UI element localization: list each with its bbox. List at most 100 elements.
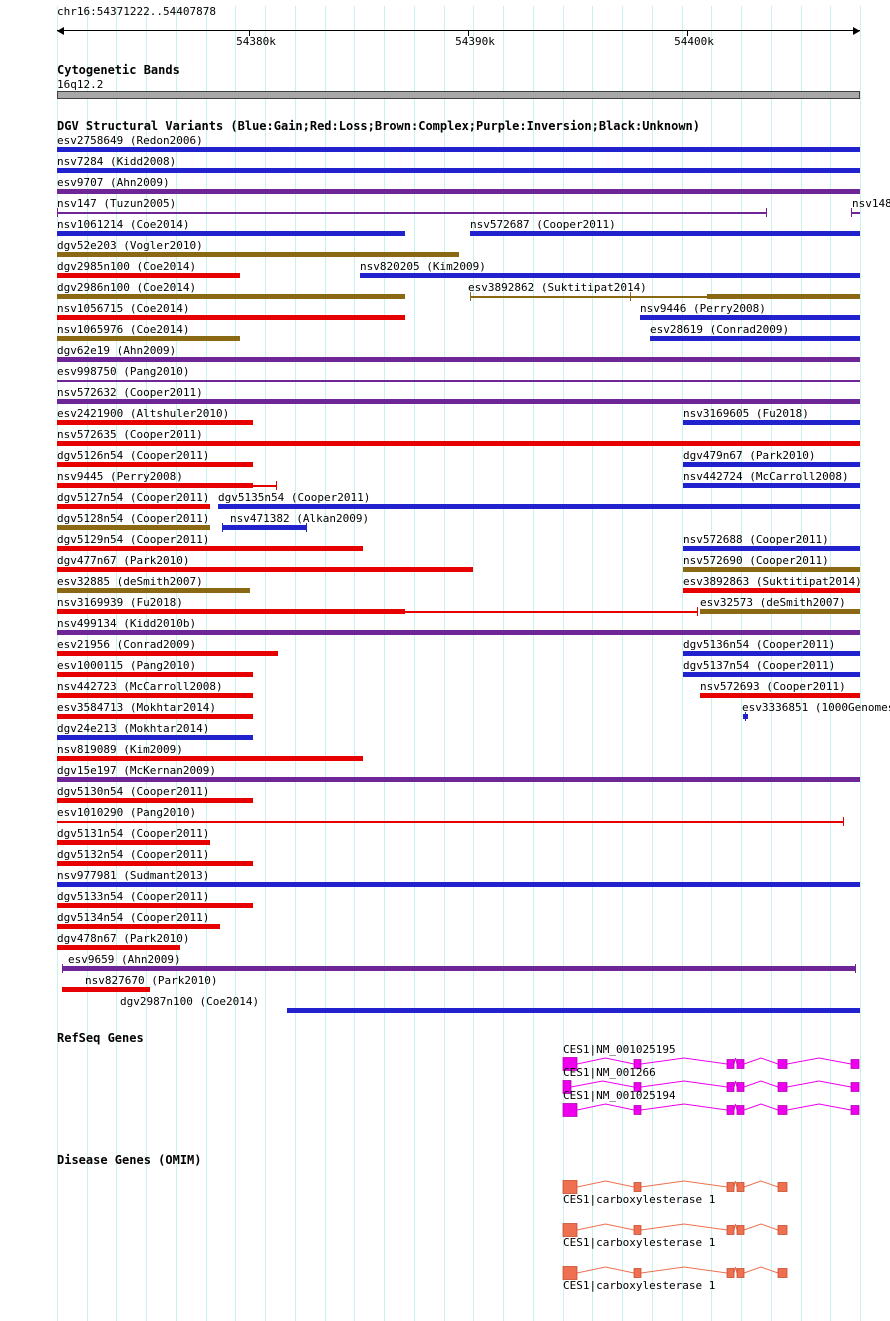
variant-label[interactable]: esv998750 (Pang2010) <box>57 365 190 378</box>
variant-label[interactable]: dgv478n67 (Park2010) <box>57 932 190 945</box>
variant-label[interactable]: nsv442723 (McCarroll2008) <box>57 680 223 693</box>
variant-label[interactable]: nsv1065976 (Coe2014) <box>57 323 190 336</box>
variant-label[interactable]: dgv5132n54 (Cooper2011) <box>57 848 210 861</box>
refseq-gene-label[interactable]: CES1|NM_001266 <box>563 1066 656 1079</box>
variant-label[interactable]: nsv572687 (Cooper2011) <box>470 218 616 231</box>
refseq-gene-label[interactable]: CES1|NM_001025194 <box>563 1089 676 1102</box>
omim-gene-structure[interactable] <box>560 1263 791 1283</box>
variant-label[interactable]: dgv5130n54 (Cooper2011) <box>57 785 210 798</box>
variant-bar[interactable] <box>57 168 860 173</box>
variant-bar[interactable] <box>700 609 860 614</box>
variant-bar[interactable] <box>57 735 253 740</box>
refseq-gene-structure[interactable] <box>560 1054 863 1074</box>
variant-bar[interactable] <box>851 212 860 214</box>
variant-label[interactable]: dgv15e197 (McKernan2009) <box>57 764 216 777</box>
variant-bar[interactable] <box>640 315 860 320</box>
variant-bar[interactable] <box>683 462 860 467</box>
variant-bar[interactable] <box>57 212 766 214</box>
variant-label[interactable]: dgv52e203 (Vogler2010) <box>57 239 203 252</box>
variant-bar[interactable] <box>683 567 860 572</box>
variant-label[interactable]: esv21956 (Conrad2009) <box>57 638 197 651</box>
variant-label[interactable]: esv3892863 (Suktitipat2014) <box>683 575 862 588</box>
variant-bar[interactable] <box>470 296 707 298</box>
variant-label[interactable]: esv28619 (Conrad2009) <box>650 323 790 336</box>
variant-bar[interactable] <box>57 525 210 530</box>
variant-bar[interactable] <box>405 611 697 613</box>
variant-bar[interactable] <box>57 483 253 488</box>
variant-label[interactable]: dgv5137n54 (Cooper2011) <box>683 659 836 672</box>
variant-bar[interactable] <box>683 651 860 656</box>
variant-bar[interactable] <box>57 777 860 782</box>
variant-bar[interactable] <box>57 357 860 362</box>
variant-label[interactable]: nsv820205 (Kim2009) <box>360 260 486 273</box>
variant-label[interactable]: esv2758649 (Redon2006) <box>57 134 203 147</box>
variant-label[interactable]: nsv1056715 (Coe2014) <box>57 302 190 315</box>
omim-gene-label[interactable]: CES1|carboxylesterase 1 <box>563 1193 716 1206</box>
variant-bar[interactable] <box>57 651 278 656</box>
variant-bar[interactable] <box>683 483 860 488</box>
variant-bar[interactable] <box>57 380 860 382</box>
variant-bar[interactable] <box>650 336 860 341</box>
variant-label[interactable]: nsv572688 (Cooper2011) <box>683 533 829 546</box>
variant-bar[interactable] <box>57 147 860 152</box>
variant-label[interactable]: esv1010290 (Pang2010) <box>57 806 197 819</box>
omim-gene-label[interactable]: CES1|carboxylesterase 1 <box>563 1236 716 1249</box>
variant-label[interactable]: dgv5134n54 (Cooper2011) <box>57 911 210 924</box>
variant-label[interactable]: dgv2987n100 (Coe2014) <box>120 995 260 1008</box>
variant-bar[interactable] <box>222 525 306 530</box>
variant-bar[interactable] <box>360 273 860 278</box>
variant-label[interactable]: nsv827670 (Park2010) <box>85 974 218 987</box>
variant-bar[interactable] <box>57 714 253 719</box>
variant-bar[interactable] <box>57 821 843 823</box>
variant-label[interactable]: dgv477n67 (Park2010) <box>57 554 190 567</box>
variant-bar[interactable] <box>57 294 405 299</box>
variant-label[interactable]: nsv442724 (McCarroll2008) <box>683 470 849 483</box>
variant-label[interactable]: esv2421900 (Altshuler2010) <box>57 407 230 420</box>
variant-bar[interactable] <box>57 252 459 257</box>
variant-label[interactable]: nsv3169939 (Fu2018) <box>57 596 183 609</box>
variant-bar[interactable] <box>707 294 860 299</box>
variant-bar[interactable] <box>253 485 276 487</box>
variant-label[interactable]: esv32573 (deSmith2007) <box>700 596 846 609</box>
variant-label[interactable]: nsv819089 (Kim2009) <box>57 743 183 756</box>
omim-gene-structure[interactable] <box>560 1220 791 1240</box>
variant-label[interactable]: nsv3169605 (Fu2018) <box>683 407 809 420</box>
variant-label[interactable]: dgv24e213 (Mokhtar2014) <box>57 722 210 735</box>
variant-label[interactable]: esv1000115 (Pang2010) <box>57 659 197 672</box>
variant-label[interactable]: nsv572690 (Cooper2011) <box>683 554 829 567</box>
variant-label[interactable]: nsv499134 (Kidd2010b) <box>57 617 197 630</box>
variant-bar[interactable] <box>57 420 253 425</box>
variant-bar[interactable] <box>57 399 860 404</box>
variant-bar[interactable] <box>57 672 253 677</box>
variant-label[interactable]: esv3336851 (1000GenomesC <box>742 701 890 714</box>
variant-bar[interactable] <box>57 336 240 341</box>
variant-label[interactable]: dgv479n67 (Park2010) <box>683 449 816 462</box>
variant-label[interactable]: esv9659 (Ahn2009) <box>68 953 181 966</box>
variant-label[interactable]: esv9707 (Ahn2009) <box>57 176 170 189</box>
variant-label[interactable]: dgv2986n100 (Coe2014) <box>57 281 197 294</box>
variant-label[interactable]: dgv5136n54 (Cooper2011) <box>683 638 836 651</box>
variant-label[interactable]: dgv5126n54 (Cooper2011) <box>57 449 210 462</box>
variant-bar[interactable] <box>470 231 860 236</box>
variant-label[interactable]: dgv5133n54 (Cooper2011) <box>57 890 210 903</box>
variant-label[interactable]: esv3892862 (Suktitipat2014) <box>468 281 647 294</box>
variant-bar[interactable] <box>57 504 210 509</box>
variant-bar[interactable] <box>57 441 860 446</box>
refseq-gene-label[interactable]: CES1|NM_001025195 <box>563 1043 676 1056</box>
variant-bar[interactable] <box>700 693 860 698</box>
variant-label[interactable]: nsv9445 (Perry2008) <box>57 470 183 483</box>
variant-bar[interactable] <box>57 462 253 467</box>
omim-gene-structure[interactable] <box>560 1177 791 1197</box>
variant-label[interactable]: dgv5127n54 (Cooper2011) <box>57 491 210 504</box>
variant-bar[interactable] <box>57 903 253 908</box>
variant-label[interactable]: nsv977981 (Sudmant2013) <box>57 869 210 882</box>
variant-bar[interactable] <box>57 315 405 320</box>
variant-bar[interactable] <box>57 798 253 803</box>
variant-label[interactable]: nsv7284 (Kidd2008) <box>57 155 177 168</box>
ruler-line[interactable] <box>57 30 860 31</box>
variant-bar[interactable] <box>57 840 210 845</box>
omim-gene-label[interactable]: CES1|carboxylesterase 1 <box>563 1279 716 1292</box>
variant-bar[interactable] <box>57 630 860 635</box>
variant-bar[interactable] <box>57 567 473 572</box>
variant-label[interactable]: dgv5131n54 (Cooper2011) <box>57 827 210 840</box>
